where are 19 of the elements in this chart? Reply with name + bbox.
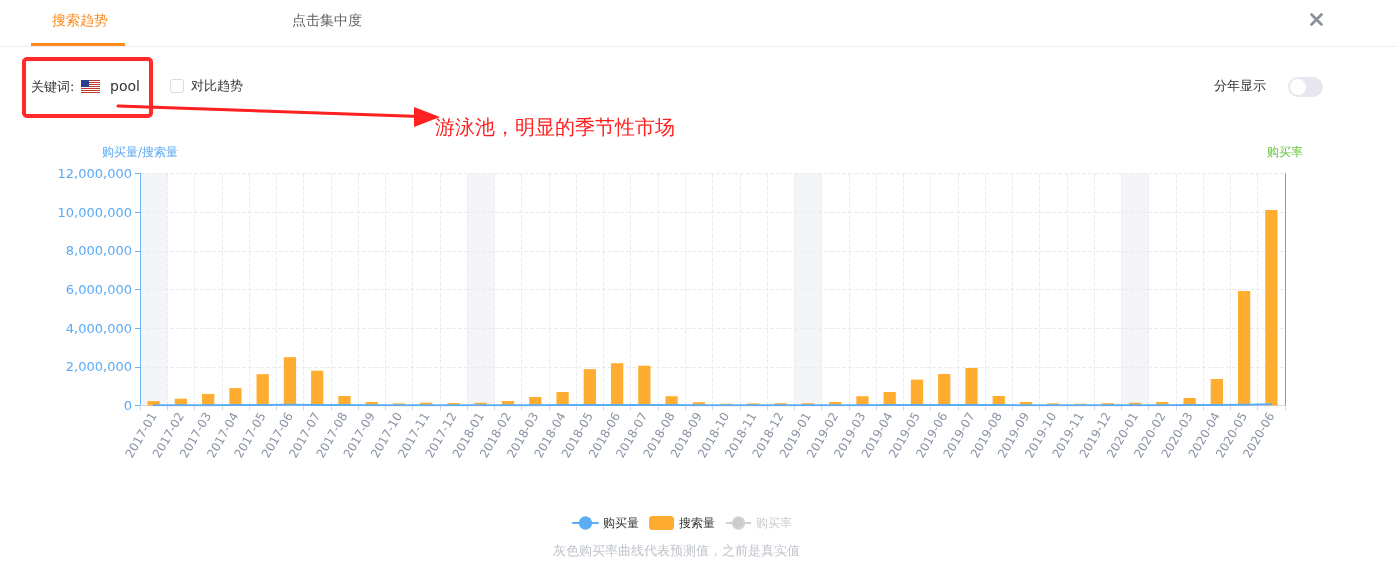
y-tick-label: 2,000,000 bbox=[65, 359, 132, 375]
text: 分年显示 bbox=[1214, 78, 1266, 93]
text: 点击集中度 bbox=[292, 12, 362, 28]
text: 关键词: bbox=[31, 79, 75, 94]
y-tick-label: 4,000,000 bbox=[65, 320, 132, 336]
y-tick-label: 10,000,000 bbox=[57, 204, 132, 220]
text: 游泳池，明显的季节性市场 bbox=[435, 115, 675, 139]
y-tick-label: 12,000,000 bbox=[57, 166, 132, 181]
legend-label: 购买量 bbox=[603, 516, 639, 530]
text: pool bbox=[110, 78, 140, 94]
y-tick-label: 8,000,000 bbox=[65, 243, 132, 259]
y-axis-title: 购买量/搜索量 bbox=[101, 144, 179, 159]
text: 搜索趋势 bbox=[52, 12, 108, 28]
legend-label: 搜索量 bbox=[679, 516, 715, 530]
y-tick-label: 6,000,000 bbox=[65, 282, 132, 297]
y2-axis-title: 购买率 bbox=[1267, 144, 1303, 159]
y-tick-label: 0 bbox=[123, 398, 132, 413]
text: 灰色购买率曲线代表预测值，之前是真实值 bbox=[552, 543, 800, 558]
text: 对比趋势 bbox=[191, 78, 243, 93]
